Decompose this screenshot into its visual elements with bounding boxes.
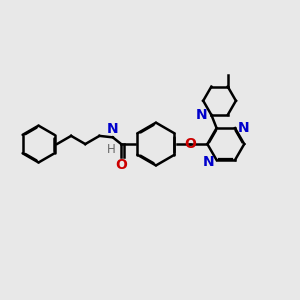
Text: O: O	[184, 137, 196, 151]
Text: H: H	[107, 143, 116, 156]
Text: N: N	[237, 121, 249, 135]
Text: N: N	[195, 108, 207, 122]
Text: N: N	[202, 154, 214, 169]
Text: N: N	[107, 122, 118, 136]
Text: O: O	[115, 158, 127, 172]
